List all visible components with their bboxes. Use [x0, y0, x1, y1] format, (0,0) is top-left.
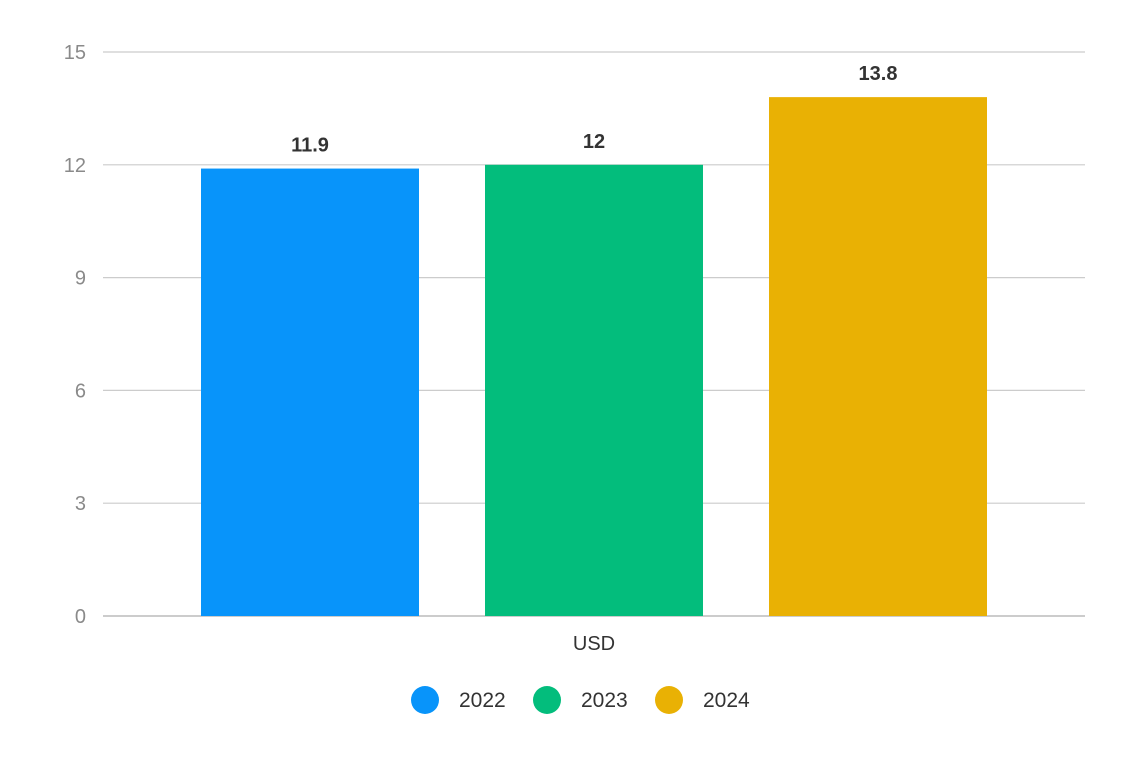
data-labels: 11.9 12 13.8	[291, 63, 897, 156]
category-label: USD	[573, 633, 615, 655]
legend-item-2022[interactable]: 2022	[411, 686, 506, 714]
legend-swatch-2022	[411, 686, 439, 714]
legend-item-2023[interactable]: 2023	[533, 686, 628, 714]
y-axis-ticks: 0 3 6 9 12 15	[64, 42, 86, 628]
x-axis: USD	[573, 633, 615, 655]
bar-2024[interactable]	[769, 97, 987, 617]
y-tick-label: 15	[64, 42, 86, 64]
data-label-2023: 12	[583, 131, 605, 153]
bar-2022[interactable]	[201, 168, 419, 616]
legend-swatch-2023	[533, 686, 561, 714]
y-tick-label: 6	[75, 380, 86, 402]
legend-label-2023: 2023	[581, 689, 628, 712]
y-tick-label: 9	[75, 268, 86, 290]
legend-label-2024: 2024	[703, 689, 750, 712]
y-tick-label: 0	[75, 606, 86, 628]
legend-label-2022: 2022	[459, 689, 506, 712]
y-tick-label: 3	[75, 493, 86, 515]
data-label-2022: 11.9	[291, 135, 329, 157]
bar-2023[interactable]	[485, 164, 703, 617]
legend-swatch-2024	[655, 686, 683, 714]
legend[interactable]: 2022 2023 2024	[411, 686, 750, 714]
bars	[201, 97, 987, 617]
y-tick-label: 12	[64, 155, 86, 177]
data-label-2024: 13.8	[859, 63, 898, 85]
legend-item-2024[interactable]: 2024	[655, 686, 750, 714]
